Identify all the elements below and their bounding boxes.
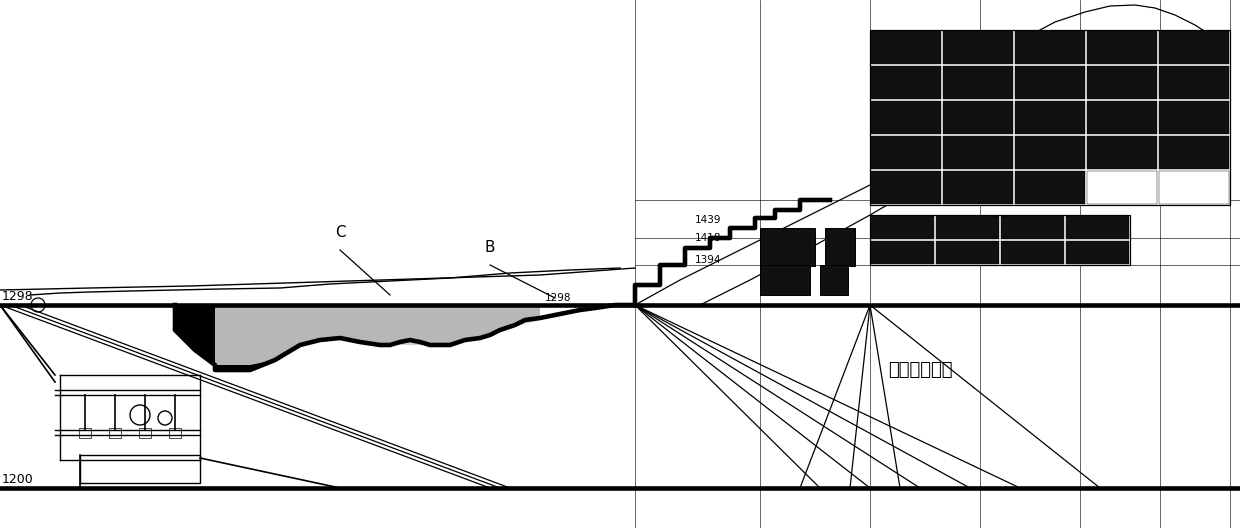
Text: 1439: 1439 [694,215,722,225]
Bar [1087,31,1157,64]
Bar [1066,241,1128,264]
Bar [1159,171,1229,204]
Bar [1001,216,1064,239]
Bar [139,428,151,438]
Text: 东边沿路能层: 东边沿路能层 [888,361,952,379]
Bar [870,30,1230,205]
Text: 1418: 1418 [694,233,722,243]
Bar [870,101,941,134]
Bar [169,428,181,438]
Bar [79,428,91,438]
Bar [936,241,999,264]
Bar [1016,31,1085,64]
Text: B: B [485,240,495,255]
Polygon shape [175,305,539,365]
Bar [942,136,1013,169]
Bar [942,31,1013,64]
Bar [942,171,1013,204]
Text: 1298: 1298 [546,293,572,303]
Bar [870,171,941,204]
Bar [1016,171,1085,204]
Bar [1159,66,1229,99]
Bar [81,455,200,483]
Text: C: C [335,225,345,240]
Bar [870,66,941,99]
Bar [1016,66,1085,99]
Bar [942,101,1013,134]
Bar [760,228,815,266]
Bar [942,66,1013,99]
Bar [1066,216,1128,239]
Bar [1159,101,1229,134]
Bar [760,265,810,295]
Bar [109,428,122,438]
Bar [820,265,848,295]
Bar [1159,136,1229,169]
Bar [870,216,934,239]
Bar [1087,66,1157,99]
Text: 1394: 1394 [694,255,722,265]
Bar [1087,171,1157,204]
Bar [870,31,941,64]
Bar [1087,101,1157,134]
Bar [1016,101,1085,134]
Bar [1016,136,1085,169]
Polygon shape [175,305,539,370]
Bar [1001,241,1064,264]
Text: 1200: 1200 [2,473,33,486]
Bar [936,216,999,239]
Bar [870,241,934,264]
Bar [1087,136,1157,169]
Bar [1159,31,1229,64]
Text: 1298: 1298 [2,290,33,303]
Bar [870,215,1130,265]
Bar [825,228,856,266]
Bar [870,136,941,169]
